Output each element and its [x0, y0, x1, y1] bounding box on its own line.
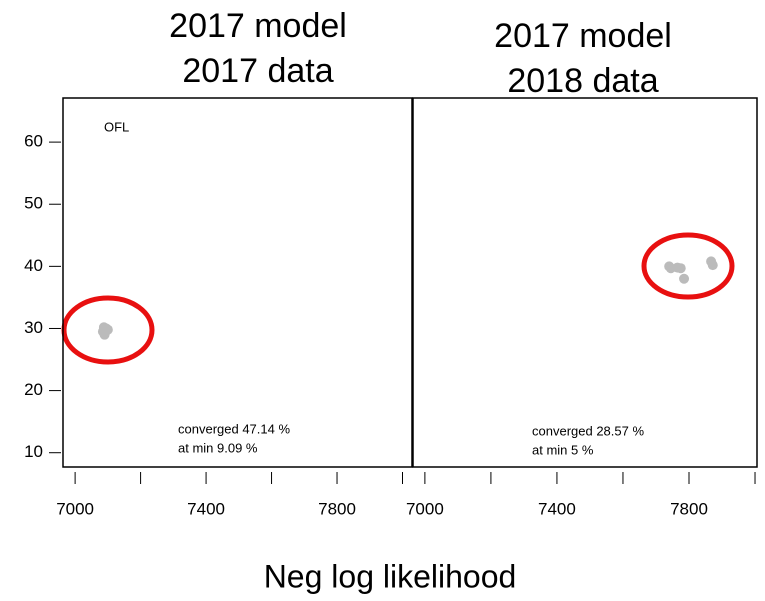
y-tick-label: 50	[24, 194, 43, 213]
plot-frame	[412, 97, 758, 468]
x-tick-label: 7400	[538, 499, 576, 518]
x-tick-label: 7000	[56, 499, 94, 518]
x-tick-label: 7800	[318, 499, 356, 518]
highlight-ellipse	[61, 295, 155, 365]
point	[707, 260, 718, 271]
panel-title: 2018 data	[507, 62, 658, 100]
y-tick-label: 40	[24, 256, 43, 275]
x-tick-label: 7400	[187, 499, 225, 518]
y-tick-label: 10	[24, 442, 43, 461]
y-tick-label: 20	[24, 380, 43, 399]
panel-title: 2017 model	[169, 7, 347, 45]
x-axis-label: Neg log likelihood	[264, 558, 517, 594]
annotation: at min 9.09 %	[178, 440, 258, 455]
point	[98, 322, 109, 333]
point	[675, 263, 686, 274]
annotation: converged 47.14 %	[178, 421, 290, 436]
point	[679, 273, 690, 284]
y-tick-label: 30	[24, 318, 43, 337]
annotation: OFL	[104, 119, 129, 134]
annotation: converged 28.57 %	[532, 423, 644, 438]
panel-title: 2017 data	[182, 52, 333, 90]
annotation: at min 5 %	[532, 442, 594, 457]
highlight-ellipse	[641, 232, 735, 300]
x-tick-label: 7000	[406, 499, 444, 518]
x-tick-label: 7800	[670, 499, 708, 518]
y-tick-label: 60	[24, 132, 43, 151]
plot-frame	[62, 97, 413, 468]
panel-title: 2017 model	[494, 17, 672, 55]
